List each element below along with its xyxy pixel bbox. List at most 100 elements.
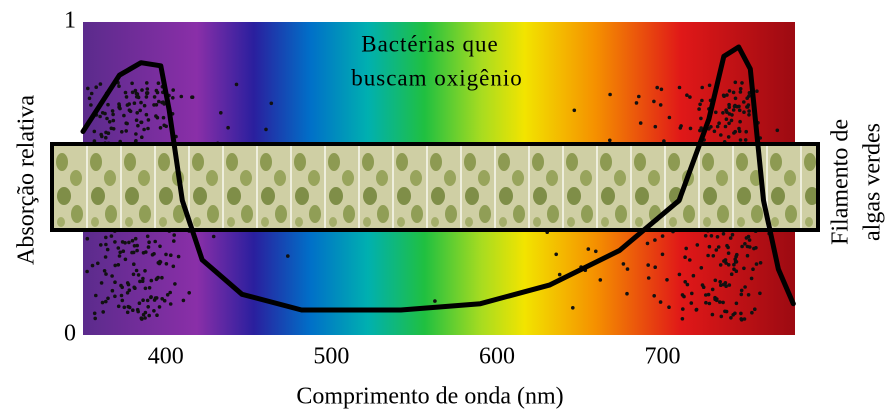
bacterium	[132, 286, 136, 290]
bacterium	[690, 301, 694, 305]
bacterium	[107, 131, 111, 135]
bacterium	[711, 288, 715, 292]
bacterium	[608, 93, 612, 97]
bacterium	[732, 267, 736, 271]
bacterium	[682, 295, 686, 299]
bacterium	[104, 236, 108, 240]
bacterium	[172, 239, 176, 243]
bacterium	[171, 96, 175, 100]
bacterium	[696, 243, 700, 247]
bacterium	[113, 280, 117, 284]
bacterium	[117, 305, 121, 309]
bacterium	[678, 86, 682, 90]
bacterium	[104, 255, 108, 259]
bacterium	[718, 280, 722, 284]
bacterium	[94, 294, 98, 298]
bacterium	[121, 240, 125, 244]
bacterium	[729, 316, 733, 320]
bacterium	[678, 273, 682, 277]
bacterium	[732, 131, 736, 135]
bacterium	[639, 121, 643, 125]
bacterium	[622, 262, 626, 266]
bacterium	[692, 274, 696, 278]
bacterium	[118, 251, 122, 255]
bacterium	[152, 309, 156, 313]
bacterium	[100, 281, 104, 285]
bacterium	[743, 285, 747, 289]
bacterium	[742, 100, 746, 104]
bacterium	[684, 247, 688, 251]
bacterium	[745, 96, 749, 100]
bacterium	[728, 283, 732, 287]
bacterium	[747, 103, 751, 107]
bacterium	[110, 234, 114, 238]
bacterium	[104, 272, 108, 276]
bacterium	[122, 114, 126, 118]
bacterium	[108, 120, 112, 124]
bacterium	[155, 89, 159, 93]
bacterium	[704, 234, 708, 238]
bacterium	[132, 262, 136, 266]
bacterium	[105, 117, 109, 121]
bacterium	[747, 235, 751, 239]
bacterium	[665, 278, 669, 282]
x-tick-label: 600	[479, 344, 515, 370]
bacterium	[646, 242, 650, 246]
bacterium	[652, 100, 656, 104]
bacterium	[719, 263, 723, 267]
bacterium	[571, 306, 575, 310]
bacterium	[708, 245, 712, 249]
bacterium	[136, 124, 140, 128]
bacterium	[147, 118, 151, 122]
bacterium	[137, 273, 141, 277]
bacterium	[140, 135, 144, 139]
bacterium	[146, 127, 150, 131]
bacterium	[146, 235, 150, 239]
bacterium	[755, 89, 759, 93]
bacterium	[122, 249, 126, 253]
bacterium	[104, 136, 108, 140]
bacterium	[730, 119, 734, 123]
bacterium	[652, 294, 656, 298]
bacterium	[142, 128, 146, 132]
bacterium	[120, 294, 124, 298]
bacterium	[721, 111, 725, 115]
bacterium	[732, 263, 736, 267]
bacterium	[734, 97, 738, 101]
bacterium	[750, 277, 754, 281]
bacterium	[739, 317, 743, 321]
bacterium	[169, 302, 173, 306]
bacterium	[710, 234, 714, 238]
bacterium	[89, 103, 93, 107]
bacterium	[168, 291, 172, 295]
bacterium	[706, 254, 710, 258]
bacterium	[136, 95, 140, 99]
bacterium	[134, 132, 138, 136]
bacterium	[718, 300, 722, 304]
bacterium	[698, 103, 702, 107]
chart: 01400500600700 Bactérias que buscam oxig…	[0, 0, 894, 414]
bacterium	[738, 109, 742, 113]
bacterium	[711, 313, 715, 317]
bacterium	[723, 310, 727, 314]
bacterium	[724, 125, 728, 129]
bacterium	[113, 295, 117, 299]
bacterium	[750, 311, 754, 315]
bacterium	[661, 253, 665, 257]
bacterium	[180, 95, 184, 99]
bacterium	[126, 103, 130, 107]
bacterium	[704, 301, 708, 305]
bacterium	[754, 246, 758, 250]
bacterium	[110, 127, 114, 131]
bacterium	[125, 95, 129, 99]
bacterium	[146, 305, 150, 309]
bacterium	[683, 255, 687, 259]
bacterium	[135, 118, 139, 122]
bacterium	[725, 117, 729, 121]
bacterium	[739, 90, 743, 94]
y-tick-label: 1	[64, 8, 76, 34]
bacterium	[117, 263, 121, 267]
bacterium	[744, 130, 748, 134]
bacterium	[133, 244, 137, 248]
bacterium	[91, 264, 95, 268]
